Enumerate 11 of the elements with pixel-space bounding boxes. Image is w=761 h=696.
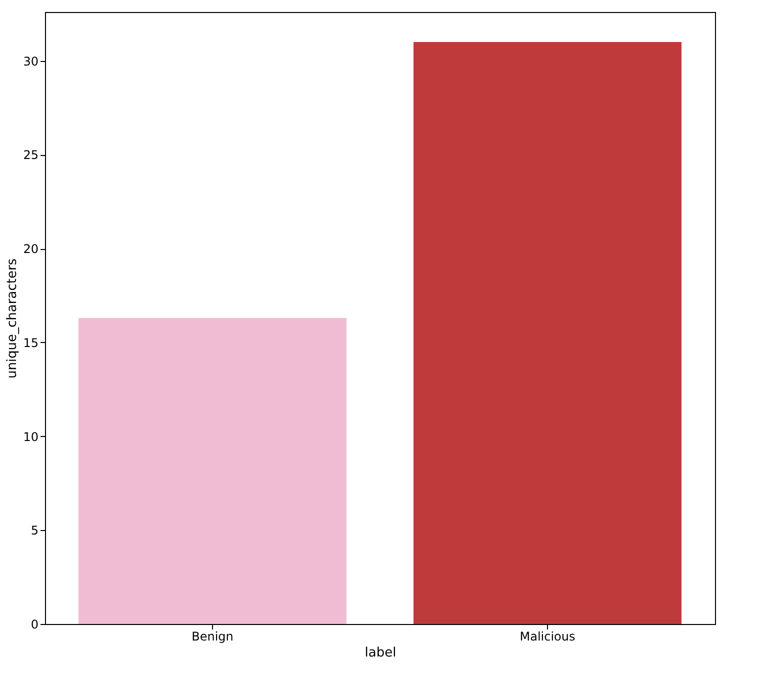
y-tick-label: 5 — [30, 524, 38, 538]
y-axis-title: unique_characters — [5, 258, 20, 379]
y-tick-label: 10 — [23, 430, 38, 444]
y-tick-label: 30 — [23, 54, 38, 68]
x-tick-label: Malicious — [520, 630, 576, 644]
y-tick-label: 15 — [23, 336, 38, 350]
x-axis-title: label — [364, 646, 396, 660]
y-tick-label: 0 — [30, 618, 38, 632]
y-tick-label: 20 — [23, 242, 38, 256]
x-tick-label: Benign — [192, 630, 234, 644]
y-tick-label: 25 — [23, 148, 38, 162]
